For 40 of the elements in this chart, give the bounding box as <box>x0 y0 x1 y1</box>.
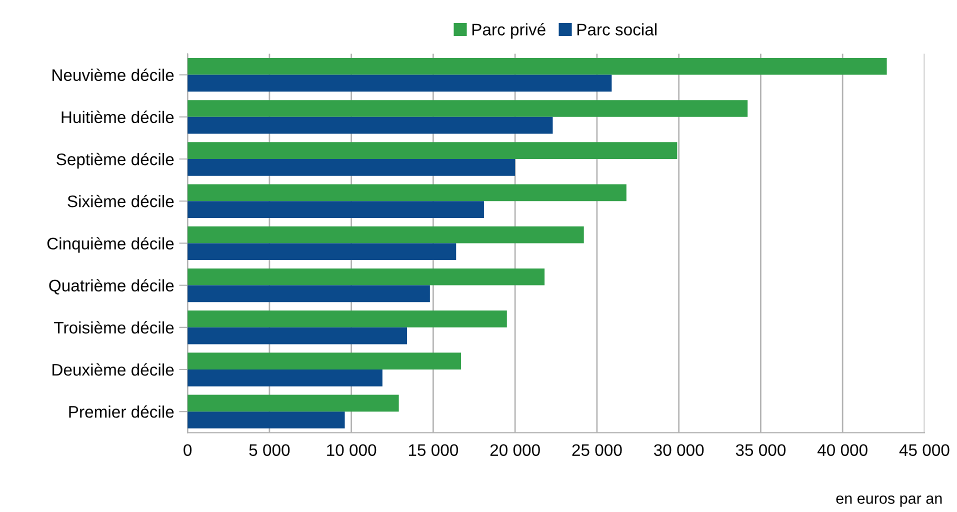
bar <box>188 159 516 176</box>
legend-label: Parc social <box>577 23 657 36</box>
bar <box>188 201 484 218</box>
bar <box>188 352 462 370</box>
x-tick-label: 0 <box>184 444 192 456</box>
x-tick-label: 35 000 <box>736 444 786 456</box>
bar <box>188 412 345 428</box>
bar <box>188 100 748 117</box>
x-tick-label: 40 000 <box>817 444 868 456</box>
legend-label: Parc privé <box>472 23 546 39</box>
y-tick-label: Premier décile <box>69 405 174 418</box>
y-tick-label: Cinquième décile <box>47 237 174 253</box>
bar <box>188 74 612 92</box>
bar <box>188 226 584 244</box>
bar <box>188 369 382 386</box>
text: en euros par an <box>836 495 942 507</box>
bar <box>188 285 430 302</box>
y-tick-label: Troisième décile <box>54 321 174 334</box>
bar <box>188 243 456 260</box>
bar <box>188 268 545 286</box>
x-tick-label: 30 000 <box>654 444 704 456</box>
bar <box>188 116 553 134</box>
x-tick-label: 10 000 <box>327 444 376 456</box>
x-tick-label: 25 000 <box>572 444 622 456</box>
x-tick-label: 5 000 <box>249 444 290 456</box>
y-tick-label: Septième décile <box>56 152 174 169</box>
x-tick-label: 20 000 <box>490 444 540 456</box>
y-tick-label: Quatrième décile <box>49 279 174 294</box>
y-tick-label: Sixième décile <box>68 194 174 208</box>
bar <box>188 142 678 160</box>
x-tick-label: 15 000 <box>408 444 458 456</box>
bar <box>188 394 399 412</box>
bar <box>188 310 507 328</box>
bar <box>188 184 626 202</box>
x-tick-label: 45 000 <box>899 444 950 456</box>
bar <box>188 58 887 75</box>
y-tick-label: Neuvième décile <box>52 68 174 82</box>
y-tick-label: Deuxième décile <box>52 363 174 376</box>
bar <box>188 327 407 344</box>
y-tick-label: Huitième décile <box>62 110 174 124</box>
